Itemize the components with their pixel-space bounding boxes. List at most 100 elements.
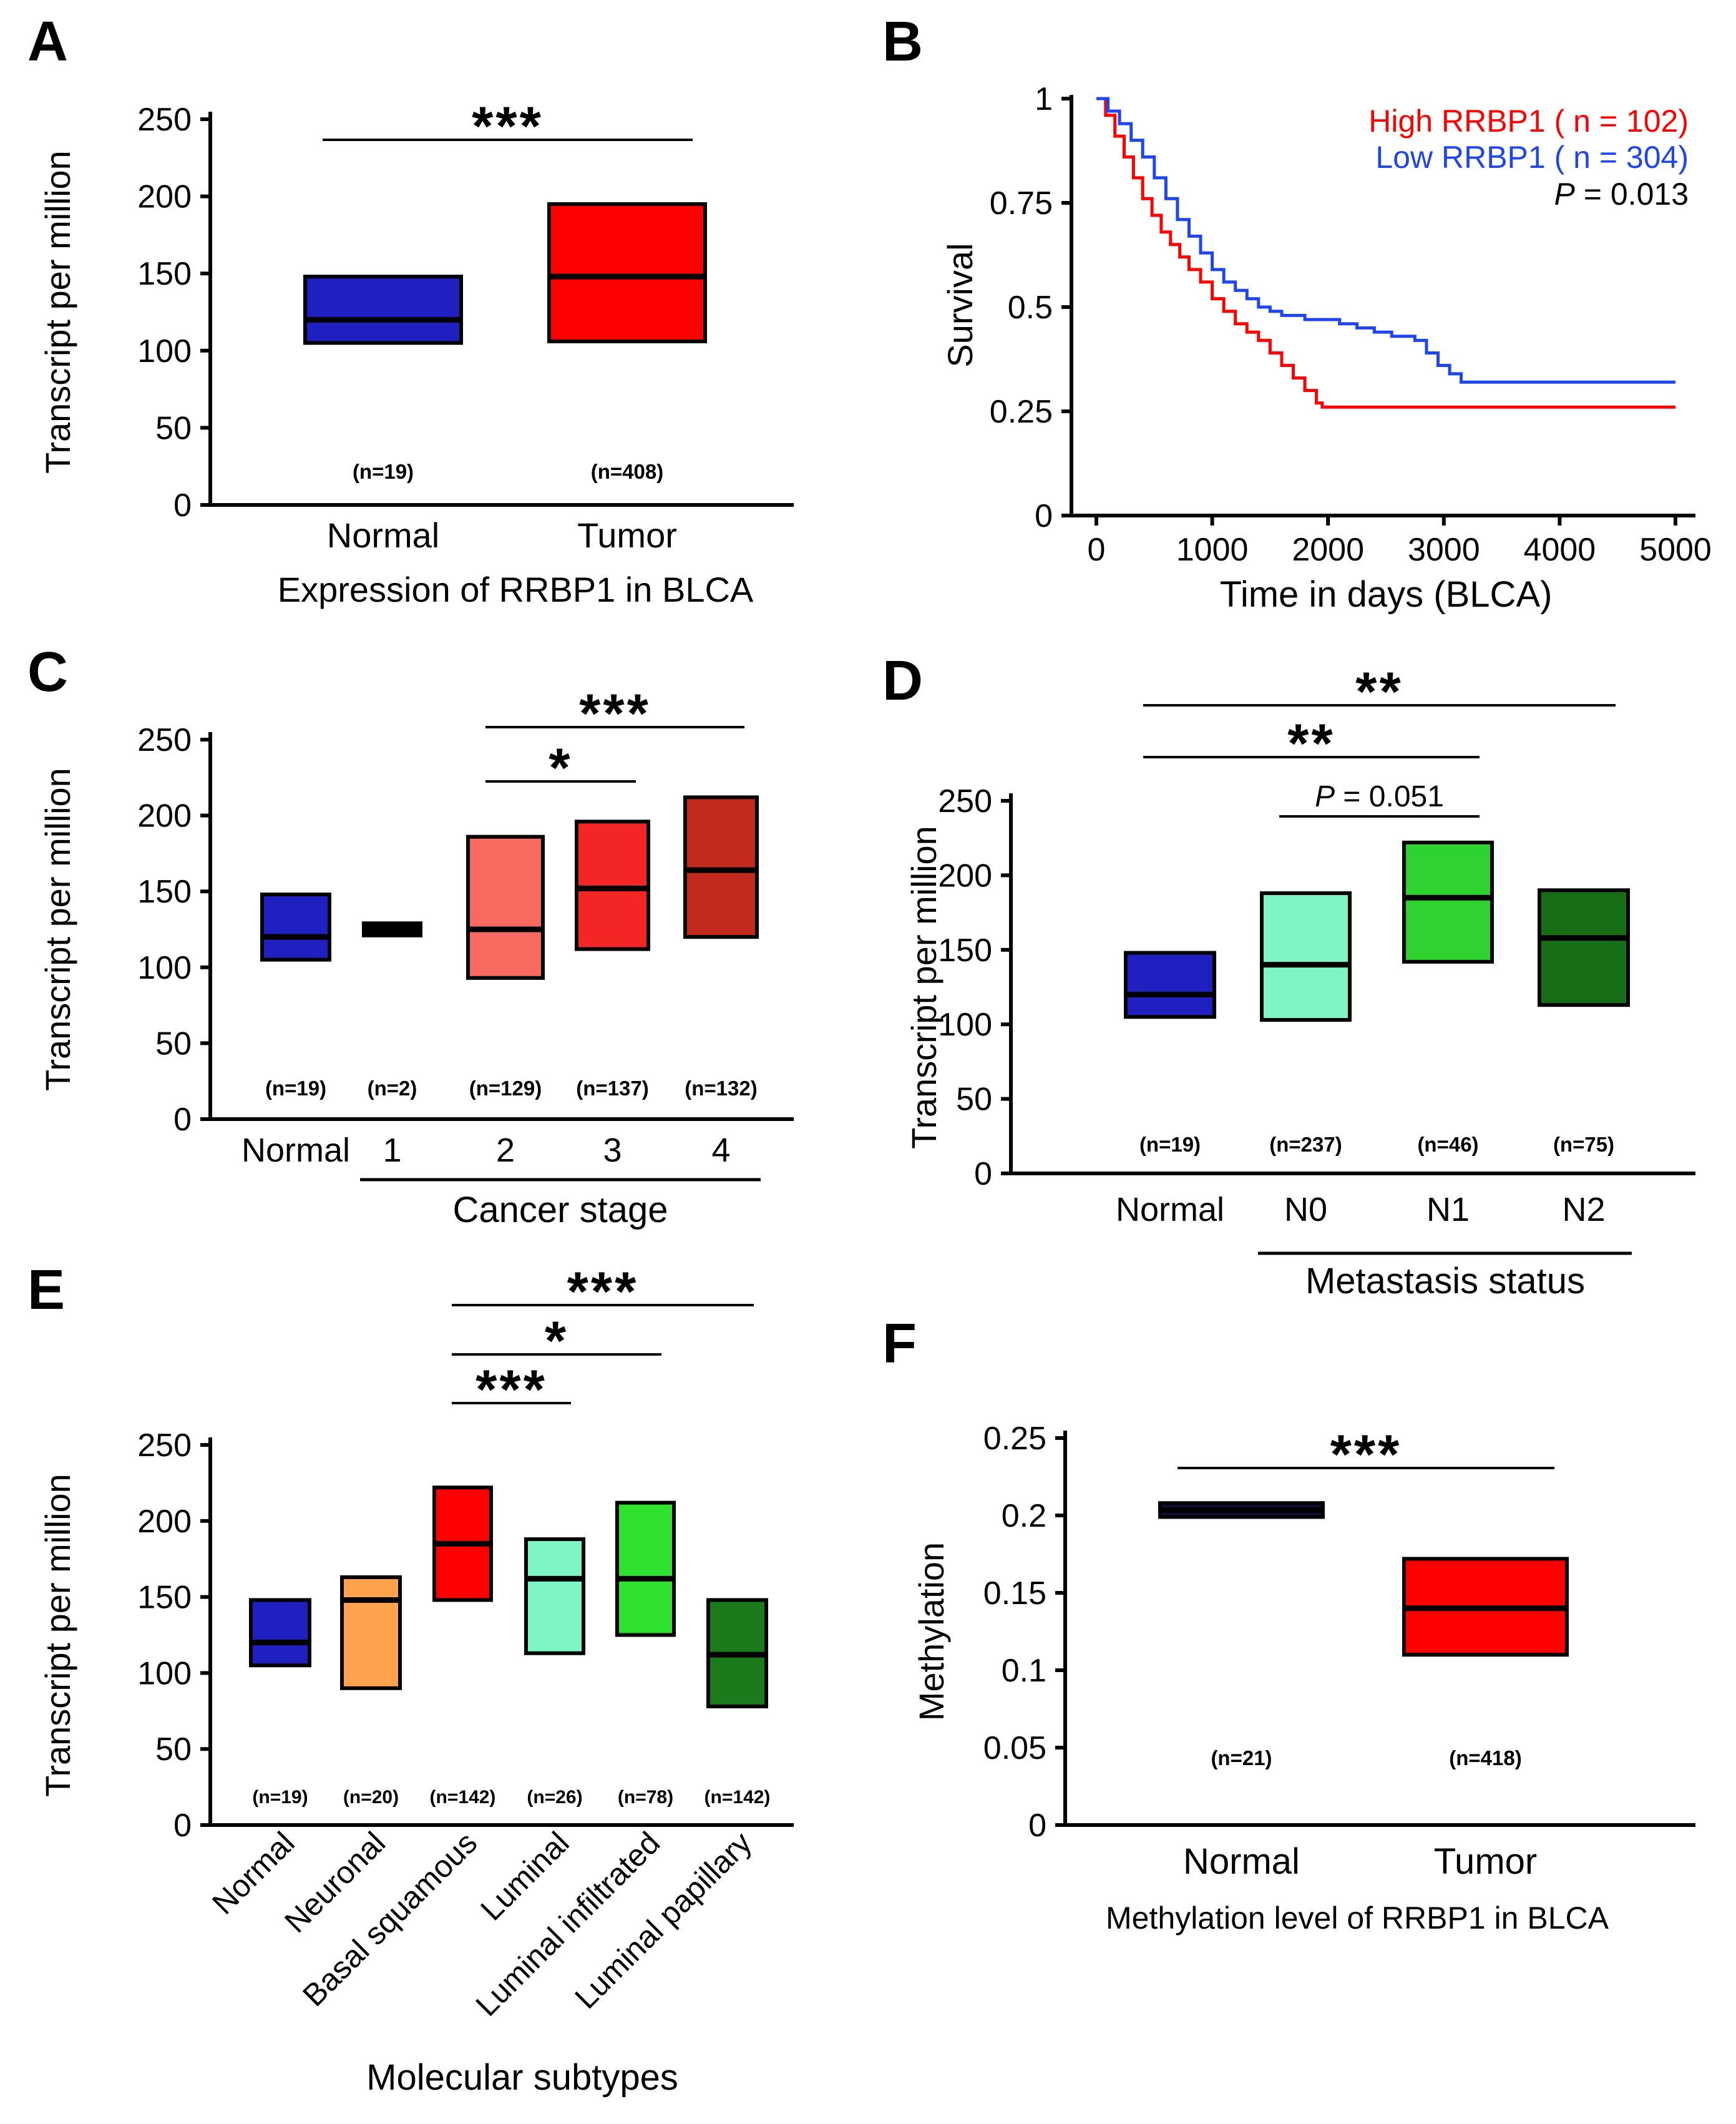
significance-stars: * [549, 737, 572, 798]
x-tick-label: 4000 [1524, 532, 1596, 568]
x-tick-label: 3000 [1408, 532, 1480, 568]
x-tick-label-normal: Normal [1183, 1841, 1300, 1882]
y-tick-label: 200 [137, 179, 192, 215]
panel-label-e: E [27, 1259, 66, 1321]
x-tick-label-n1: N1 [1426, 1191, 1470, 1228]
x-tick-label-normal: Normal [241, 1132, 350, 1169]
significance-stars: ** [1355, 660, 1403, 722]
x-tick-label-1: 1 [383, 1132, 401, 1169]
y-tick-label: 100 [137, 1655, 192, 1691]
y-tick-label: 0 [974, 1156, 992, 1192]
x-tick-label-n0: N0 [1284, 1191, 1327, 1228]
n-count-label: (n=237) [1269, 1133, 1342, 1156]
panel-label-a: A [27, 11, 68, 73]
n-count-label: (n=129) [469, 1077, 542, 1100]
x-axis-label: Time in days (BLCA) [1220, 574, 1553, 615]
x-tick-label: 0 [1088, 532, 1106, 568]
y-axis-label: Transcript per million [904, 826, 944, 1149]
y-axis-label: Transcript per million [38, 150, 77, 474]
panel-label-d: D [882, 650, 923, 712]
box-normal [1124, 951, 1216, 1019]
y-tick-label: 50 [155, 1025, 192, 1062]
n-count-label: (n=75) [1553, 1133, 1614, 1156]
n-count-label: (n=21) [1211, 1746, 1272, 1769]
significance-stars: * [545, 1309, 568, 1371]
panel-label-c: C [27, 641, 68, 703]
x-tick-label: 1000 [1176, 532, 1249, 568]
box-n1 [1402, 840, 1494, 964]
panel-a-boxplot: 0 50 100 150 200 250 (n=19) Normal (n=408) Tumor *… [38, 95, 794, 609]
y-tick-label: 150 [137, 256, 192, 292]
panel-label-b: B [882, 11, 923, 73]
y-tick-label: 50 [155, 1731, 192, 1768]
y-tick-label: 1 [1035, 81, 1053, 117]
y-tick-label: 100 [137, 950, 192, 986]
group-axis-label: Molecular subtypes [366, 2057, 678, 2098]
group-axis-label: Cancer stage [453, 1190, 668, 1230]
y-tick-label: 200 [938, 858, 992, 894]
y-tick-label: 50 [956, 1082, 992, 1118]
box-normal [260, 893, 331, 962]
y-tick-label: 0.05 [983, 1730, 1046, 1766]
y-tick-label: 250 [137, 102, 192, 138]
panel-label-f: F [882, 1313, 917, 1375]
significance-stars: *** [567, 1260, 639, 1322]
y-tick-label: 0 [1035, 498, 1053, 534]
x-tick-label-normal: Normal [327, 516, 439, 555]
n-count-label: (n=19) [353, 460, 414, 483]
y-tick-label: 0.5 [1008, 290, 1053, 326]
y-tick-label: 200 [137, 1504, 192, 1540]
y-tick-label: 250 [137, 722, 192, 758]
box-2 [466, 834, 545, 980]
panel-caption: Methylation level of RRBP1 in BLCA [1106, 1901, 1609, 1936]
x-tick-label-basal-squamous: Basal squamous [296, 1825, 484, 2013]
y-tick-label: 250 [938, 783, 992, 820]
y-tick-label: 250 [137, 1427, 192, 1464]
box-n0 [1260, 891, 1352, 1022]
group-axis-label: Metastasis status [1305, 1261, 1585, 1301]
n-count-label: (n=19) [265, 1077, 326, 1100]
n-count-label: (n=142) [705, 1787, 771, 1808]
panel-f-boxplot: 0 0.05 0.1 0.15 0.2 0.25 (n=21) Normal (n=418) Tu… [912, 1421, 1695, 1936]
panel-caption: Expression of RRBP1 in BLCA [278, 570, 754, 609]
y-tick-label: 150 [137, 874, 192, 910]
n-count-label: (n=26) [527, 1787, 582, 1808]
y-axis-label: Survival [940, 243, 980, 367]
y-tick-label: 0.1 [1002, 1653, 1046, 1689]
y-tick-label: 50 [155, 410, 192, 446]
box-luminal [524, 1537, 585, 1655]
y-tick-label: 200 [137, 798, 192, 834]
significance-stars: *** [579, 682, 651, 744]
n-count-label: (n=19) [1139, 1133, 1201, 1156]
x-tick-label: 5000 [1639, 532, 1712, 568]
n-count-label: (n=132) [685, 1077, 757, 1100]
panel-d-boxplot: 0 50 100 150 200 250 (n=19) Normal (n=237) N0 (n=4… [904, 660, 1695, 1301]
box-neuronal [340, 1575, 402, 1690]
panel-c-boxplot: 0 50 100 150 200 250 (n=19) Normal (n=2) 1 (n=129)… [38, 682, 794, 1230]
y-axis-label: Methylation [912, 1542, 951, 1721]
panel-b-survival-plot: 0 0.25 0.5 0.75 1 0 1000 2000 3000 4000 5000 High R… [940, 81, 1712, 615]
n-count-label: (n=418) [1449, 1746, 1521, 1769]
significance-stars: *** [475, 1358, 547, 1420]
x-tick-label-n2: N2 [1562, 1191, 1605, 1228]
y-tick-label: 0.25 [983, 1421, 1046, 1457]
significance-stars: ** [1287, 712, 1335, 774]
box-normal [303, 275, 463, 345]
survival-curve-high-rrbp1-n-102 [1096, 97, 1675, 409]
x-tick-label-2: 2 [496, 1132, 515, 1169]
y-tick-label: 100 [137, 333, 192, 369]
panel-e-boxplot: 050100150200250(n=19)Normal(n=20)Neurona… [38, 1260, 794, 2098]
x-tick-label-tumor: Tumor [1434, 1841, 1537, 1882]
n-count-label: (n=408) [591, 460, 663, 483]
significance-stars: *** [1330, 1423, 1402, 1485]
y-tick-label: 0.75 [990, 185, 1053, 222]
x-tick-label-luminal-papillary: Luminal papillary [568, 1825, 758, 2015]
y-axis-label: Transcript per million [38, 1474, 77, 1797]
significance-stars: *** [472, 95, 544, 157]
n-count-label: (n=142) [430, 1787, 496, 1808]
y-axis-label: Transcript per million [38, 768, 77, 1091]
box-normal [249, 1598, 311, 1668]
n-count-label: (n=78) [618, 1787, 673, 1808]
